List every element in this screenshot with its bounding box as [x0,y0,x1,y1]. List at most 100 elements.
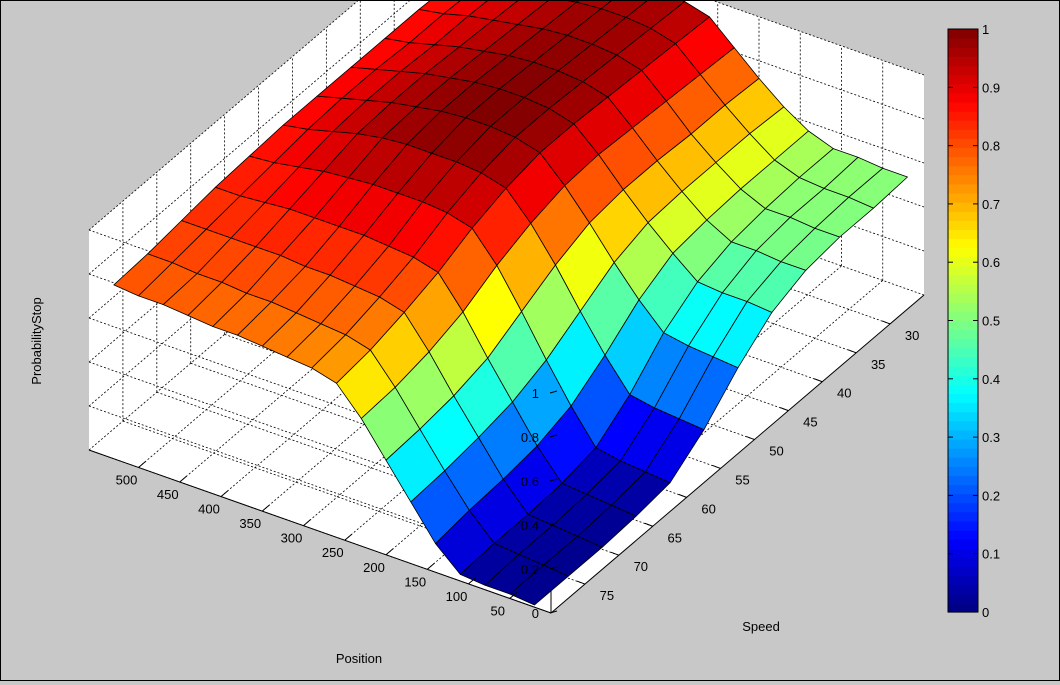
colorbar-segment [948,284,978,294]
x-tick-mark [179,475,188,483]
z-axis-label: ProbabilityStop [29,297,44,384]
colorbar-segment [948,475,978,486]
y-tick-label: 70 [634,559,648,574]
colorbar-segment [948,448,978,458]
colorbar-segment [948,520,978,531]
colorbar-segment [948,539,978,549]
surface [113,0,908,606]
colorbar-segment [948,211,978,221]
y-tick-label: 75 [600,588,614,603]
colorbar-segment [948,484,978,495]
colorbar-tick-label: 0.1 [982,547,1000,562]
z-tick-mark [549,434,558,438]
z-tick-label: 1 [532,386,539,401]
y-tick-mark [678,493,687,498]
colorbar-segment [948,129,978,139]
colorbar-segment [948,493,978,504]
grid-line-z [710,0,925,76]
x-tick-mark [220,490,229,497]
colorbar-tick-label: 0.4 [982,372,1000,387]
z-tick-label: 0.8 [521,430,539,445]
x-tick-label: 300 [281,531,303,546]
y-tick-label: 45 [803,415,817,430]
colorbar-segment [948,420,978,431]
colorbar-segment [948,502,978,513]
colorbar-segment [948,438,978,449]
colorbar-segment [948,393,978,404]
colorbar-segment [948,220,978,231]
colorbar-tick-label: 0.9 [982,80,1000,95]
colorbar-tick-label: 0.6 [982,255,1000,270]
colorbar-segment [948,274,978,285]
axis-line [550,294,925,614]
y-tick-mark [610,551,619,556]
z-tick-mark [549,478,558,482]
colorbar-segment [948,101,978,112]
y-tick-mark [746,436,755,441]
y-tick-mark [814,378,823,383]
x-tick-mark [344,533,353,541]
z-tick-mark [549,522,558,526]
y-tick-label: 60 [701,501,715,516]
x-tick-label: 150 [404,574,426,589]
colorbar-segment [948,238,978,249]
colorbar-segment [948,174,978,185]
colorbar-tick-label: 0.2 [982,488,1000,503]
colorbar-segment [948,302,978,312]
grid-line-z [88,0,412,275]
grid-line-z [88,0,360,231]
colorbar-segment [948,56,978,67]
colorbar-segment [948,347,978,358]
x-tick-label: 200 [363,560,385,575]
x-tick-mark [261,504,270,512]
z-tick-mark [549,566,558,570]
z-tick-label: 0 [532,606,539,621]
colorbar-tick-label: 0.5 [982,314,1000,329]
colorbar-segment [948,138,978,149]
colorbar-segment [948,256,978,267]
y-tick-mark [780,407,789,412]
z-tick-mark [549,610,558,614]
colorbar-segment [948,110,978,121]
colorbar-segment [948,356,978,367]
colorbar-tick-label: 0.8 [982,139,1000,154]
colorbar-segment [948,402,978,413]
colorbar-segment [948,320,978,331]
surface-patch [600,0,649,18]
colorbar-segment [948,366,978,376]
y-tick-mark [712,464,721,469]
colorbar-segment [948,47,978,57]
z-tick-label: 0.4 [521,518,539,533]
surface-patch [443,0,490,17]
colorbar-segment [948,83,978,94]
colorbar-segment [948,38,978,48]
y-tick-label: 65 [667,530,681,545]
surface-patch [418,0,462,15]
colorbar-segment [948,74,978,85]
colorbar-segment [948,265,978,276]
colorbar-segment [948,429,978,440]
colorbar-segment [948,165,978,176]
colorbar-segment [948,183,978,194]
x-tick-mark [426,562,435,570]
colorbar-segment [948,329,978,340]
colorbar-segment [948,147,978,158]
colorbar-segment [948,457,978,467]
z-tick-mark [549,390,558,394]
colorbar-segment [948,375,978,385]
y-tick-label: 50 [769,444,783,459]
x-tick-mark [468,577,476,585]
x-tick-label: 350 [239,516,261,531]
colorbar-segment [948,593,978,604]
y-tick-label: 55 [735,472,749,487]
surface-patch [848,167,908,209]
colorbar-segment [948,65,978,76]
x-tick-mark [509,592,518,599]
x-tick-label: 250 [322,545,344,560]
colorbar-segment [948,411,978,422]
colorbar-segment [948,584,978,595]
colorbar-segment [948,229,978,240]
z-tick-label: 0.2 [521,562,539,577]
colorbar-segment [948,557,978,568]
